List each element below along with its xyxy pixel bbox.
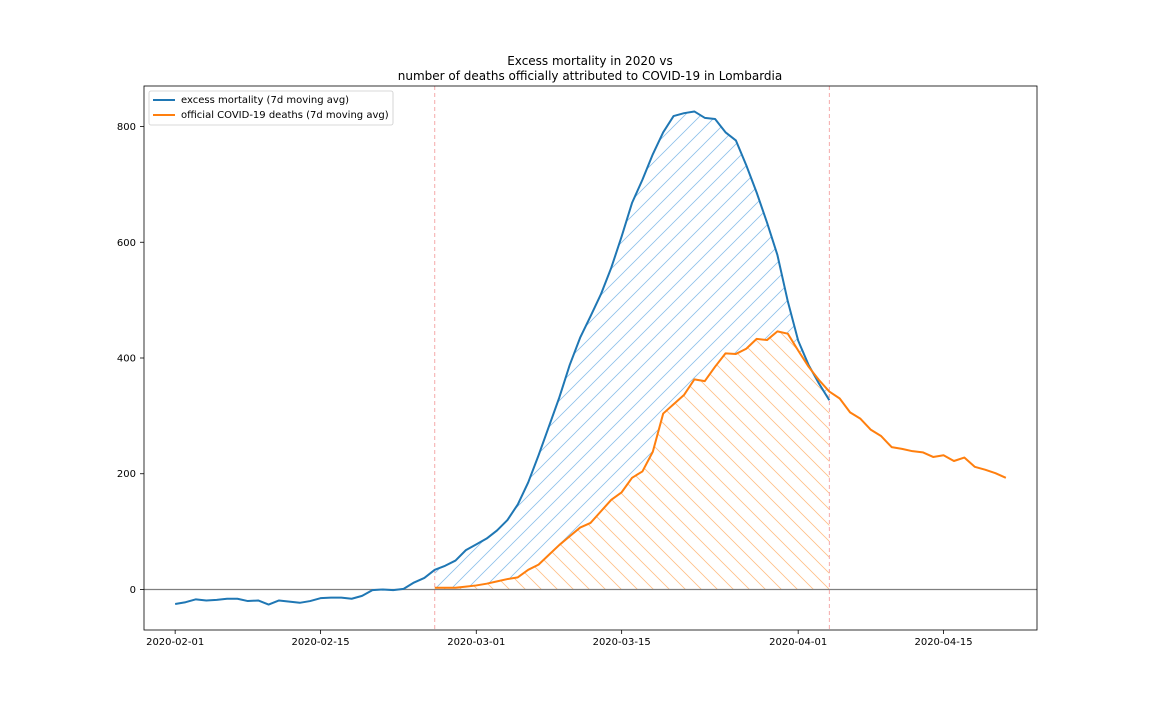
x-tick-label-2: 2020-03-01: [447, 637, 505, 648]
x-tick-label-3: 2020-03-15: [593, 637, 651, 648]
y-axis: 0 200 400 600 800: [117, 122, 144, 596]
y-tick-label-0: 0: [130, 585, 136, 596]
fill-areas: [434, 111, 830, 590]
chart-title: Excess mortality in 2020 vs: [507, 54, 673, 68]
x-tick-label-5: 2020-04-15: [914, 637, 972, 648]
series-lines: [174, 110, 1007, 606]
legend-box: [148, 90, 394, 126]
reference-lines: [144, 86, 1037, 630]
legend-label-excess: excess mortality (7d moving avg): [181, 95, 349, 106]
x-tick-label-1: 2020-02-15: [291, 637, 349, 648]
y-tick-label-2: 400: [117, 354, 136, 365]
y-tick-label-3: 600: [117, 238, 136, 249]
series-line-0: [174, 110, 831, 606]
y-tick-label-1: 200: [117, 469, 136, 480]
y-tick-label-4: 800: [117, 122, 136, 133]
excess-fill-area: [434, 111, 830, 588]
legend: excess mortality (7d moving avg) officia…: [148, 90, 394, 126]
official-fill-area: [434, 331, 830, 590]
series-line-1: [434, 330, 1007, 589]
legend-label-official: official COVID-19 deaths (7d moving avg): [181, 110, 389, 121]
x-axis: 2020-02-01 2020-02-15 2020-03-01 2020-03-15…: [146, 630, 973, 648]
chart-subtitle: number of deaths officially attributed t…: [398, 69, 782, 83]
x-tick-label-4: 2020-04-01: [769, 637, 827, 648]
x-tick-label-0: 2020-02-01: [146, 637, 204, 648]
